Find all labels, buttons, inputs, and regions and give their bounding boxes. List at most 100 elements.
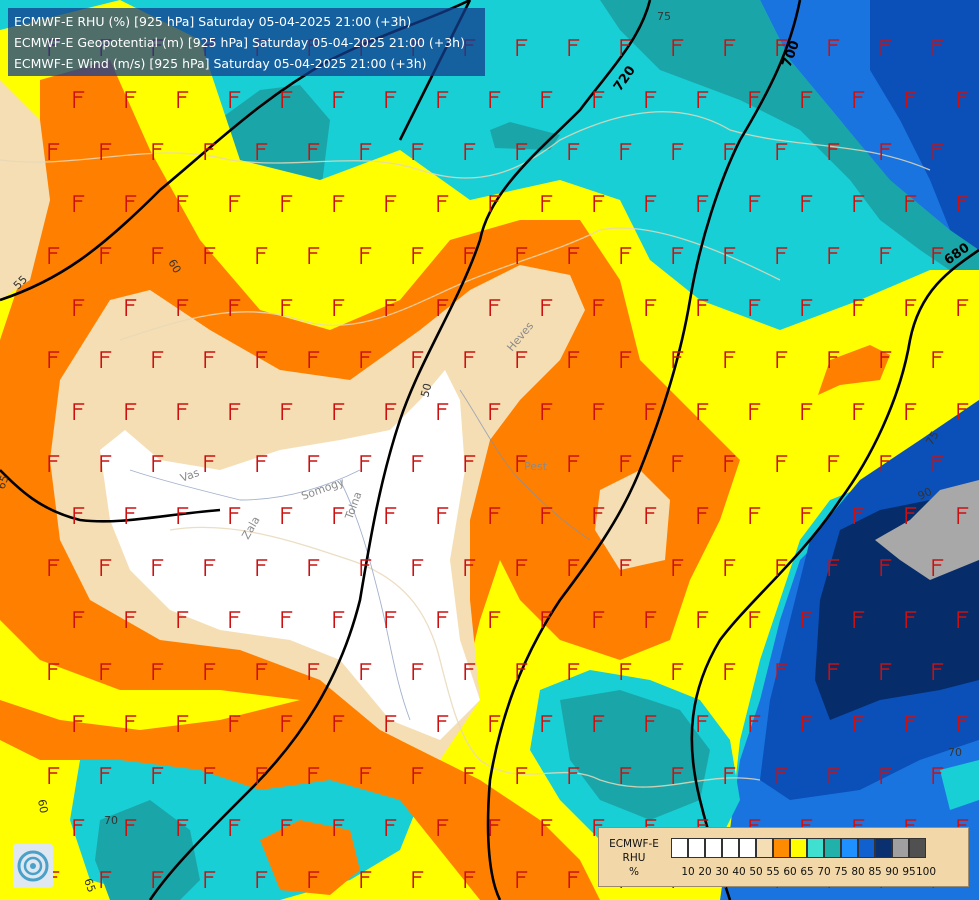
wind-barb [100, 143, 112, 160]
legend-variable: RHU [622, 852, 646, 864]
wind-barb [333, 819, 345, 836]
wind-barb [152, 143, 164, 160]
wind-barb [308, 663, 320, 680]
rhu-85-area [870, 0, 979, 260]
wind-barb [905, 403, 917, 420]
wind-barb [724, 767, 736, 784]
wind-barb [177, 299, 189, 316]
wind-barb [593, 299, 605, 316]
wind-barb [645, 403, 657, 420]
wind-barb [853, 507, 865, 524]
wind-barb [516, 559, 528, 576]
wind-barb [437, 715, 449, 732]
wind-barb [932, 39, 944, 56]
wind-barb [204, 247, 216, 264]
wind-barb [229, 299, 241, 316]
wind-barb [100, 663, 112, 680]
wind-barb [412, 143, 424, 160]
wind-barb [152, 559, 164, 576]
wind-barb [568, 455, 580, 472]
wind-barb [932, 663, 944, 680]
place-label-pest: Pest [524, 460, 548, 473]
wind-barb [125, 403, 137, 420]
wind-barb [541, 195, 553, 212]
wind-barb [256, 871, 268, 888]
wind-barb [697, 715, 709, 732]
place-label-vas: Vas [179, 466, 202, 485]
wind-barb [100, 455, 112, 472]
rivers [129, 389, 591, 721]
legend-tick: 95 [902, 866, 916, 878]
wind-barb [801, 715, 813, 732]
wind-barb [776, 39, 788, 56]
wind-barb [177, 195, 189, 212]
wind-barb [281, 299, 293, 316]
wind-barb [853, 195, 865, 212]
wind-barb [360, 351, 372, 368]
wind-barb [385, 507, 397, 524]
wind-barb [229, 611, 241, 628]
rhu-label: 65 [0, 473, 12, 491]
rhu-50-area [100, 370, 480, 740]
wind-barb [333, 403, 345, 420]
wind-barb [568, 559, 580, 576]
wind-barb [256, 351, 268, 368]
wind-barb [437, 507, 449, 524]
wind-barb [957, 611, 969, 628]
wind-barb [620, 247, 632, 264]
wind-barb [672, 247, 684, 264]
wind-barb [541, 819, 553, 836]
wind-barb [593, 91, 605, 108]
wind-barb [412, 559, 424, 576]
wind-barb [385, 715, 397, 732]
rhu-label: 70 [104, 814, 118, 827]
wind-barb [308, 351, 320, 368]
wind-barb [464, 143, 476, 160]
wind-barb [801, 403, 813, 420]
legend-tick: 10 [681, 866, 695, 878]
wind-barb [125, 715, 137, 732]
wind-barb [593, 507, 605, 524]
wind-barb [672, 455, 684, 472]
wind-barb [672, 559, 684, 576]
legend-tick: 20 [698, 866, 712, 878]
wind-barb [568, 39, 580, 56]
borders [0, 111, 931, 788]
rhu-60-south-band [0, 700, 600, 900]
wind-barb [177, 91, 189, 108]
wind-barb [541, 91, 553, 108]
wind-barb [125, 91, 137, 108]
wind-barb [801, 195, 813, 212]
wind-barb [828, 663, 840, 680]
rhu-75-patch-2 [490, 122, 560, 150]
wind-barb [152, 455, 164, 472]
wind-barb [281, 507, 293, 524]
wind-barb [464, 767, 476, 784]
wind-barb [229, 91, 241, 108]
rhu-label: 70 [948, 746, 962, 759]
wind-barb [360, 663, 372, 680]
wind-barb [412, 247, 424, 264]
wind-barb [360, 559, 372, 576]
wind-barb [333, 715, 345, 732]
wind-barb [152, 663, 164, 680]
wind-barb [957, 299, 969, 316]
wind-barb [853, 715, 865, 732]
wind-barb [957, 715, 969, 732]
wind-barb [229, 195, 241, 212]
wind-barb [204, 143, 216, 160]
wind-barb [697, 611, 709, 628]
wind-barb [828, 351, 840, 368]
wind-barb [672, 143, 684, 160]
wind-barb [620, 455, 632, 472]
rhu-contour-labels: 75 60 55 50 65 60 70 65 75 90 70 [0, 10, 962, 894]
wind-barb [593, 819, 605, 836]
wind-barb [957, 91, 969, 108]
wind-barb [464, 351, 476, 368]
wind-barb [385, 819, 397, 836]
wind-barb [853, 403, 865, 420]
rhu-label: 65 [81, 877, 98, 895]
wind-barb [360, 871, 372, 888]
wind-barb [905, 715, 917, 732]
wind-barb [281, 91, 293, 108]
